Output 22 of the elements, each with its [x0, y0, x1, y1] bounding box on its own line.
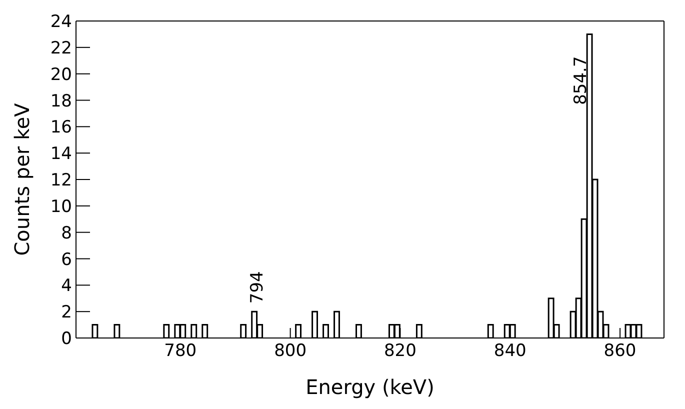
annotation: 854.7: [570, 56, 591, 105]
x-tick-label: 860: [604, 341, 636, 362]
y-tick-label: 4: [61, 276, 72, 296]
x-tick-label: 800: [274, 341, 307, 362]
y-tick-label: 0: [61, 329, 72, 350]
y-tick-label: 24: [50, 12, 72, 32]
annotation: 794: [247, 271, 268, 304]
y-tick-label: 12: [50, 170, 72, 191]
y-tick-label: 18: [50, 91, 72, 112]
x-tick-label: 820: [384, 341, 416, 362]
y-axis-title: Counts per keV: [10, 102, 34, 256]
x-tick-label: 780: [164, 341, 197, 362]
y-tick-label: 16: [50, 118, 72, 138]
x-tick-label: 840: [494, 341, 526, 362]
x-axis-title: Energy (keV): [306, 375, 434, 399]
y-tick-label: 8: [61, 223, 72, 244]
y-tick-label: 2: [61, 302, 72, 323]
y-tick-label: 20: [50, 64, 72, 85]
y-tick-label: 14: [50, 144, 72, 164]
y-tick-label: 6: [61, 250, 72, 270]
y-tick-label: 10: [50, 196, 72, 217]
y-tick-label: 22: [50, 38, 72, 58]
